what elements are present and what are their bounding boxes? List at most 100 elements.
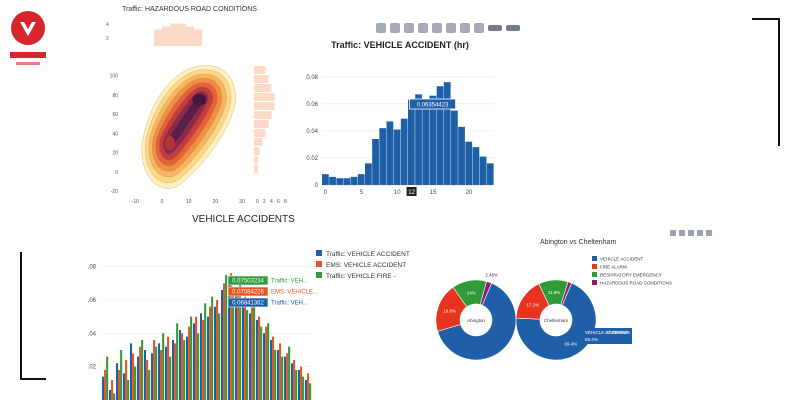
top-marginal-tick: 2 xyxy=(106,36,109,42)
hist-bar xyxy=(329,176,336,185)
grouped-bar xyxy=(272,336,275,400)
donut-slice xyxy=(479,281,492,306)
hist-hover-x-value: 12 xyxy=(408,190,415,196)
camera-icon[interactable] xyxy=(376,23,386,33)
top-marginal-bar xyxy=(178,23,186,46)
side-marginal-bar xyxy=(254,138,263,146)
grouped-bar xyxy=(193,323,196,400)
grouped-bar xyxy=(146,360,149,400)
hist-bar xyxy=(415,94,422,185)
grouped-hover-box xyxy=(227,286,269,297)
grouped-bar xyxy=(232,286,235,400)
grouped-bar xyxy=(176,323,179,400)
hist-bar xyxy=(393,129,401,185)
side-marginal-bar xyxy=(254,147,260,155)
grouped-legend-swatch xyxy=(316,272,322,278)
grouped-bar xyxy=(251,306,254,400)
grouped-bar xyxy=(216,300,219,400)
grouped-bar xyxy=(186,336,189,400)
zoom-in-icon[interactable] xyxy=(418,23,428,33)
donut-toolbar xyxy=(670,230,712,236)
donut-legend-swatch xyxy=(592,272,597,277)
grouped-bar xyxy=(104,370,107,400)
hist-chart-title: Traffic: VEHICLE ACCIDENT (hr) xyxy=(331,40,469,50)
donut-tooltip-value: 69.4% xyxy=(585,337,598,342)
donut-tooltip-subtitle: Cheltenham xyxy=(606,330,631,335)
grouped-bar xyxy=(132,353,135,400)
reset-icon[interactable] xyxy=(460,23,470,33)
grouped-bar xyxy=(204,303,207,400)
grouped-bar xyxy=(267,323,270,400)
hist-bar xyxy=(379,128,387,185)
donut-legend-label: FIRE ALARM xyxy=(600,265,627,270)
hist-y-tick-label: 0.06 xyxy=(306,102,318,108)
hist-hover-box xyxy=(409,98,456,110)
grouped-bar xyxy=(237,286,240,400)
grouped-bar xyxy=(153,340,156,400)
hist-bar xyxy=(372,139,379,185)
grouped-hover-value: 0.07503234 xyxy=(232,279,264,285)
grouped-bar xyxy=(120,350,123,400)
hist-bar xyxy=(343,178,351,185)
grouped-legend-label: Traffic: VEHICLE FIRE - xyxy=(326,273,396,280)
grouped-bar xyxy=(302,376,305,400)
donut-toolbar-icon xyxy=(697,230,703,236)
grouped-hover-value: 0.07084226 xyxy=(232,290,264,296)
autoscale-icon[interactable] xyxy=(446,23,456,33)
compare-icon[interactable] xyxy=(488,25,502,31)
hist-bar xyxy=(443,82,451,185)
top-marginal-bar xyxy=(194,29,202,46)
grouped-bars xyxy=(102,273,312,400)
donut-slice-label: 17.2% xyxy=(526,302,539,307)
hist-bar xyxy=(479,156,487,185)
grouped-hover-series: EMS: VEHICLE... xyxy=(271,290,318,296)
grouped-bar xyxy=(160,350,163,400)
grouped-bar xyxy=(151,353,154,400)
kde-x-tick-label: 10 xyxy=(186,199,192,205)
grouped-bar xyxy=(139,346,142,400)
hist-y-tick-label: 0 xyxy=(315,183,319,189)
pan-icon[interactable] xyxy=(404,23,414,33)
kde-y-tick-label: 40 xyxy=(112,131,118,137)
grouped-bar xyxy=(256,320,259,400)
hist-y-tick-label: 0.02 xyxy=(306,156,318,162)
grouped-chart-title: VEHICLE ACCIDENTS xyxy=(192,214,295,225)
zoom-out-icon[interactable] xyxy=(432,23,442,33)
hist-bar xyxy=(458,126,465,185)
grouped-bar xyxy=(109,390,112,400)
grouped-bar xyxy=(190,316,193,400)
grouped-bar xyxy=(288,346,291,400)
hist-bar xyxy=(486,163,494,185)
donut-slice-label: 11.9% xyxy=(548,290,560,295)
grouped-bar xyxy=(211,296,214,400)
zoom-icon[interactable] xyxy=(390,23,400,33)
kde-top-marginal: 42 xyxy=(106,22,202,46)
spike-icon[interactable] xyxy=(474,23,484,33)
grouped-bar xyxy=(123,373,126,400)
hist-bar xyxy=(322,174,329,185)
side-marginal-tick: 8 xyxy=(284,199,287,205)
donut-slice-label: 19.8% xyxy=(443,309,456,314)
hist-y-tick-label: 0.04 xyxy=(306,129,318,135)
hist-bar xyxy=(336,178,344,185)
grouped-bar xyxy=(197,333,200,400)
kde-x-tick-label: 20 xyxy=(213,199,219,205)
grouped-bar xyxy=(246,310,249,400)
hist-bar xyxy=(357,174,365,185)
grouped-bar xyxy=(279,343,282,400)
side-marginal-bar xyxy=(254,129,266,137)
grouped-bar xyxy=(214,306,217,400)
grouped-bar xyxy=(141,340,144,400)
grouped-bar xyxy=(284,356,287,400)
grouped-bar xyxy=(195,316,198,400)
grouped-bar xyxy=(300,366,303,400)
kde-y-tick-label: 80 xyxy=(112,93,118,99)
hist-x-tick-label: 15 xyxy=(430,190,437,196)
grouped-bar xyxy=(134,366,137,400)
hist-x-tick-label: 10 xyxy=(394,190,401,196)
hist-y-tick-label: 0.08 xyxy=(306,75,318,81)
side-marginal-bar xyxy=(254,84,272,92)
plotly-logo-icon[interactable] xyxy=(506,25,520,31)
